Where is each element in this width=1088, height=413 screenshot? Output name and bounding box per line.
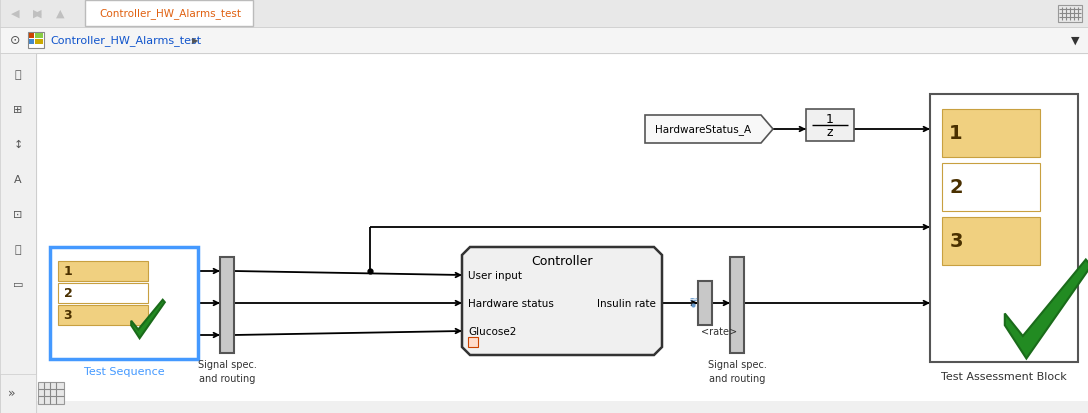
Text: Hardware status: Hardware status bbox=[468, 298, 554, 308]
Bar bbox=[58, 283, 148, 303]
Text: ⊙: ⊙ bbox=[10, 34, 21, 47]
Text: »: » bbox=[9, 386, 16, 399]
Bar bbox=[38, 382, 64, 404]
Bar bbox=[0, 54, 36, 413]
Text: z: z bbox=[827, 126, 833, 139]
Text: Test Assessment Block: Test Assessment Block bbox=[941, 371, 1067, 381]
Text: Test Sequence: Test Sequence bbox=[84, 366, 164, 376]
Bar bbox=[1058, 6, 1081, 23]
Bar bbox=[50, 247, 198, 359]
Text: User input: User input bbox=[468, 271, 522, 280]
Text: Insulin rate: Insulin rate bbox=[597, 298, 656, 308]
Bar bbox=[0, 0, 1088, 28]
Bar bbox=[35, 40, 44, 45]
Text: Controller: Controller bbox=[531, 255, 593, 268]
Text: 2: 2 bbox=[63, 287, 73, 300]
Text: ▼: ▼ bbox=[1071, 36, 1079, 46]
Bar bbox=[58, 305, 148, 325]
Text: ≈: ≈ bbox=[689, 294, 697, 304]
Text: 1: 1 bbox=[949, 124, 963, 143]
Bar bbox=[942, 218, 1040, 266]
Text: ◀: ◀ bbox=[11, 9, 20, 19]
Bar bbox=[29, 34, 34, 39]
Text: 2: 2 bbox=[949, 178, 963, 197]
Bar bbox=[28, 33, 44, 49]
Text: ↕: ↕ bbox=[13, 140, 23, 150]
Bar bbox=[0, 374, 36, 413]
Bar bbox=[36, 54, 1088, 401]
Text: 3: 3 bbox=[64, 309, 72, 322]
Text: ▶: ▶ bbox=[33, 9, 41, 19]
Text: ⊡: ⊡ bbox=[13, 209, 23, 219]
Text: 3: 3 bbox=[949, 232, 963, 251]
Bar bbox=[35, 34, 44, 39]
Bar bbox=[29, 40, 34, 45]
Text: 🖼: 🖼 bbox=[14, 244, 22, 254]
Bar bbox=[0, 28, 1088, 54]
Bar bbox=[730, 257, 744, 353]
Text: 🔍: 🔍 bbox=[14, 70, 22, 80]
Text: ◀: ◀ bbox=[33, 9, 41, 19]
Text: 1: 1 bbox=[826, 113, 833, 126]
Text: Glucose2: Glucose2 bbox=[468, 326, 517, 336]
Bar bbox=[930, 95, 1078, 362]
Bar bbox=[85, 1, 254, 27]
Text: <rate>: <rate> bbox=[701, 326, 737, 336]
Text: ▲: ▲ bbox=[55, 9, 64, 19]
Text: Signal spec.
and routing: Signal spec. and routing bbox=[707, 360, 766, 383]
Bar bbox=[806, 110, 854, 142]
Polygon shape bbox=[462, 247, 662, 355]
Text: ⊞: ⊞ bbox=[13, 105, 23, 115]
Bar bbox=[58, 261, 148, 281]
Polygon shape bbox=[1005, 260, 1088, 358]
Bar bbox=[942, 164, 1040, 211]
Polygon shape bbox=[645, 116, 772, 144]
Text: ▶: ▶ bbox=[191, 36, 198, 45]
Text: 1: 1 bbox=[63, 265, 73, 278]
Bar bbox=[220, 257, 234, 353]
Text: A: A bbox=[14, 175, 22, 185]
Bar bbox=[942, 110, 1040, 158]
Text: Signal spec.
and routing: Signal spec. and routing bbox=[198, 360, 257, 383]
Text: ▭: ▭ bbox=[13, 279, 23, 289]
Polygon shape bbox=[132, 300, 164, 338]
Text: Controller_HW_Alarms_test: Controller_HW_Alarms_test bbox=[50, 36, 201, 46]
Bar bbox=[698, 281, 712, 325]
Text: Controller_HW_Alarms_test: Controller_HW_Alarms_test bbox=[99, 9, 242, 19]
Text: HardwareStatus_A: HardwareStatus_A bbox=[655, 124, 751, 135]
Bar bbox=[468, 337, 478, 347]
